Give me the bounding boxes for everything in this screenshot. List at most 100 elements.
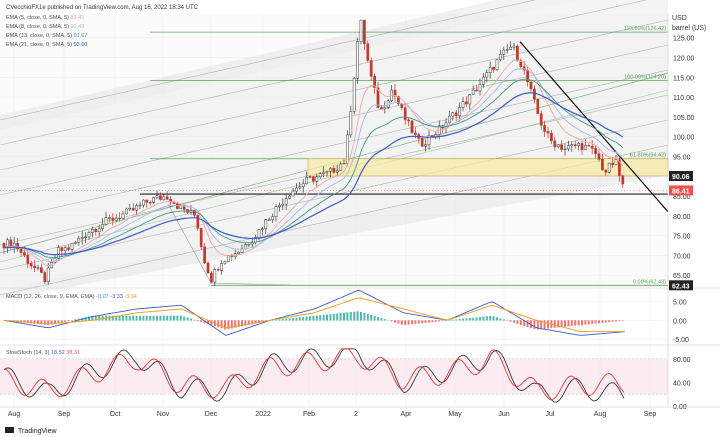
- stoch-pane[interactable]: SlowStoch (14, 3) 18.52 38.31: [0, 344, 720, 403]
- macd-signal-line: [3, 297, 625, 333]
- candle: [155, 195, 159, 198]
- candle: [621, 175, 625, 185]
- macd-histogram-bar: [366, 313, 369, 321]
- candle: [312, 176, 315, 182]
- candle: [427, 135, 431, 145]
- macd-histogram-bar: [122, 315, 124, 321]
- macd-histogram-bar: [356, 311, 359, 321]
- macd-histogram-bar: [67, 320, 70, 321]
- publisher-text: CVecchioFX1e published on TradingView.co…: [6, 5, 199, 11]
- tradingview-logo-icon: [5, 427, 14, 433]
- candle: [492, 67, 495, 70]
- macd-histogram-bar: [621, 320, 624, 321]
- candle: [512, 45, 516, 48]
- candle: [135, 205, 138, 211]
- macd-histogram-bar: [360, 311, 362, 321]
- macd-histogram-bar: [496, 317, 498, 321]
- macd-histogram-bar: [407, 320, 410, 325]
- candle: [516, 45, 519, 61]
- macd-histogram-bar: [227, 320, 230, 330]
- macd-histogram-bar: [574, 320, 577, 326]
- candle: [91, 229, 94, 233]
- macd-histogram-bar: [536, 320, 539, 330]
- macd-histogram-bar: [132, 315, 135, 321]
- macd-histogram-bar: [591, 320, 594, 324]
- macd-value: -3.33: [110, 294, 124, 300]
- price-pane[interactable]: 123.60%(126.42) 100.00%(114.20) 61.80%(94.…: [0, 0, 669, 406]
- macd-histogram-bar: [346, 312, 349, 321]
- candle: [393, 89, 397, 97]
- stoch-tick-label: 80.00: [673, 357, 691, 364]
- macd-histogram-bar: [564, 320, 566, 327]
- macd-histogram-bar: [309, 316, 311, 321]
- macd-histogram-bar: [50, 320, 53, 325]
- candle: [468, 94, 472, 105]
- candle: [614, 159, 618, 165]
- candle: [80, 237, 84, 239]
- time-tick-label: Dec: [205, 411, 218, 418]
- candle: [505, 49, 509, 51]
- macd-line: [3, 289, 626, 336]
- macd-histogram-bar: [615, 320, 617, 322]
- candle: [77, 238, 81, 243]
- macd-histogram-bar: [149, 315, 152, 321]
- candle: [97, 228, 101, 232]
- candle: [448, 115, 451, 124]
- macd-histogram-bar: [285, 318, 288, 321]
- price-tick-label: 115.00: [673, 75, 694, 82]
- macd-histogram-bar: [458, 319, 461, 321]
- candle: [2, 243, 6, 249]
- macd-histogram-bar: [241, 320, 243, 327]
- candle: [386, 100, 390, 108]
- macd-histogram-bar: [302, 316, 305, 321]
- macd-histogram-bar: [207, 320, 209, 325]
- macd-histogram-bar: [98, 315, 101, 321]
- price-axis[interactable]: 125.00 120.00 115.00 110.00 105.00 100.00 95.0…: [0, 14, 720, 418]
- candle: [213, 269, 217, 283]
- candle: [291, 190, 295, 197]
- macd-histogram-bar: [162, 315, 165, 321]
- macd-histogram-bar: [526, 320, 529, 328]
- candle: [67, 247, 70, 250]
- macd-histogram-bar: [254, 320, 257, 324]
- candle: [131, 207, 135, 211]
- stoch-label: SlowStoch (14, 3) 18.52 38.31: [6, 350, 80, 356]
- macd-histogram-bar: [166, 315, 169, 321]
- candle: [57, 247, 60, 259]
- macd-histogram-bar: [390, 320, 393, 322]
- macd-histogram-bar: [234, 320, 237, 328]
- ema-legend-value: 89.45: [71, 15, 85, 21]
- candle: [335, 170, 339, 173]
- macd-histogram-bar: [71, 319, 73, 321]
- price-tick-label: 80.00: [673, 214, 691, 221]
- candle: [298, 186, 302, 189]
- tradingview-logo[interactable]: TradingView: [5, 427, 57, 435]
- macd-pane[interactable]: MACD (12, 26, close, 9, EMA, EMA) -0.07 …: [0, 287, 720, 340]
- macd-histogram-bar: [237, 320, 240, 328]
- macd-histogram-bar: [455, 319, 458, 321]
- macd-histogram-bar: [118, 315, 121, 321]
- candle: [454, 112, 458, 117]
- macd-histogram-bar: [40, 320, 43, 325]
- price-label: 62.43: [672, 283, 690, 290]
- macd-histogram-bar: [111, 315, 114, 321]
- macd-histogram-bar: [332, 313, 335, 321]
- candle: [220, 263, 223, 271]
- macd-histogram-bar: [540, 320, 543, 330]
- candle: [84, 236, 87, 238]
- macd-histogram-bar: [533, 320, 536, 330]
- macd-histogram-bar: [193, 319, 196, 321]
- candle: [247, 243, 251, 246]
- macd-histogram-bar: [125, 315, 128, 321]
- time-tick-label: Aug: [8, 411, 21, 418]
- candle: [148, 202, 152, 204]
- candle: [111, 217, 115, 221]
- candle: [601, 158, 604, 171]
- macd-histogram-bar: [472, 317, 475, 321]
- candle: [471, 89, 475, 95]
- candle: [165, 196, 169, 200]
- candle: [488, 67, 492, 73]
- time-tick-label: Jun: [498, 411, 509, 418]
- time-tick-label: Sep: [644, 411, 657, 418]
